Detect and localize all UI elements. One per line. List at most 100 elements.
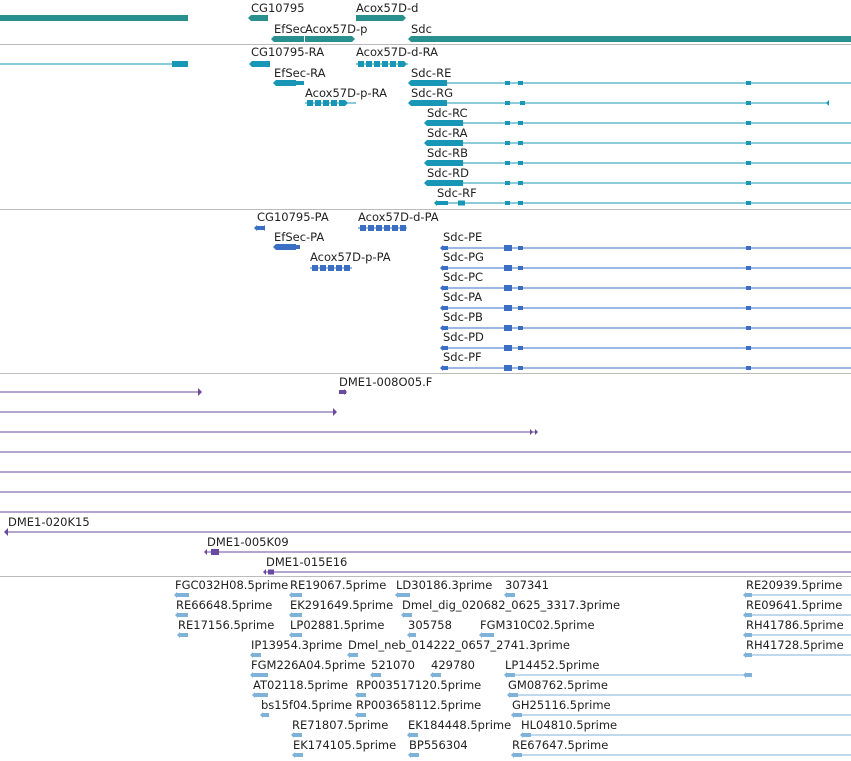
exon-block[interactable] xyxy=(746,101,751,105)
exon-block[interactable] xyxy=(505,101,510,105)
clone-label[interactable]: DME1-015E16 xyxy=(266,555,348,569)
strand-arrow[interactable] xyxy=(355,712,358,718)
est-label[interactable]: EK174105.5prime xyxy=(293,738,397,752)
est-feature[interactable] xyxy=(292,633,302,637)
exon-block[interactable] xyxy=(276,80,296,86)
protein-label[interactable]: Sdc-PC xyxy=(443,270,484,284)
est-label[interactable]: RE67647.5prime xyxy=(512,738,609,752)
est-feature[interactable] xyxy=(295,753,303,757)
strand-arrow[interactable] xyxy=(271,36,274,42)
strand-arrow[interactable] xyxy=(260,712,263,718)
est-label[interactable]: AT02118.5prime xyxy=(253,678,349,692)
strand-arrow[interactable] xyxy=(440,265,443,271)
exon-block[interactable] xyxy=(398,61,404,67)
protein-label[interactable]: Sdc-PE xyxy=(443,230,483,244)
strand-arrow[interactable] xyxy=(175,612,178,618)
est-feature[interactable] xyxy=(294,733,302,737)
strand-arrow[interactable] xyxy=(504,592,507,598)
est-feature[interactable] xyxy=(358,693,366,697)
est-label[interactable]: RE71807.5prime xyxy=(292,718,389,732)
exon-block[interactable] xyxy=(504,325,512,331)
transcript-label[interactable]: Sdc-RF xyxy=(437,186,477,200)
est-label[interactable]: Dmel_neb_014222_0657_2741.3prime xyxy=(348,638,570,652)
est-feature[interactable] xyxy=(292,593,302,597)
gene-feature[interactable] xyxy=(274,36,304,42)
exon-block[interactable] xyxy=(746,326,751,330)
exon-block[interactable] xyxy=(746,306,751,310)
strand-arrow[interactable] xyxy=(507,692,510,698)
clone-label[interactable]: DME1-008O05.F xyxy=(339,375,433,389)
exon-block[interactable] xyxy=(505,201,510,205)
transcript-label[interactable]: Sdc-RD xyxy=(427,166,469,180)
exon-block[interactable] xyxy=(746,286,751,290)
exon-block[interactable] xyxy=(518,306,523,310)
strand-arrow[interactable] xyxy=(520,732,523,738)
exon-block[interactable] xyxy=(746,366,751,370)
protein-label[interactable]: Sdc-PG xyxy=(443,250,484,264)
exon-block[interactable] xyxy=(518,81,523,85)
strand-arrow[interactable] xyxy=(204,549,207,555)
exon-block[interactable] xyxy=(252,61,270,67)
strand-arrow[interactable] xyxy=(424,160,427,166)
strand-arrow[interactable] xyxy=(511,712,514,718)
est-label[interactable]: RE20939.5prime xyxy=(746,578,843,592)
exon-block[interactable] xyxy=(504,265,512,271)
est-feature[interactable] xyxy=(253,673,268,677)
exon-block[interactable] xyxy=(268,569,274,575)
exon-block[interactable] xyxy=(374,61,380,67)
strand-arrow[interactable] xyxy=(248,15,251,21)
est-feature[interactable] xyxy=(410,733,418,737)
exon-block[interactable] xyxy=(390,61,396,67)
exon-block[interactable] xyxy=(504,365,512,371)
strand-arrow[interactable] xyxy=(424,180,427,186)
strand-arrow[interactable] xyxy=(289,632,292,638)
est-label[interactable]: EK184448.5prime xyxy=(408,718,512,732)
exon-block[interactable] xyxy=(518,161,523,165)
protein-label[interactable]: Sdc-PA xyxy=(443,290,483,304)
exon-block[interactable] xyxy=(336,265,342,271)
exon-block[interactable] xyxy=(296,245,300,249)
est-label[interactable]: LD30186.3prime xyxy=(396,578,493,592)
exon-block[interactable] xyxy=(504,245,512,251)
exon-block[interactable] xyxy=(518,286,523,290)
exon-block[interactable] xyxy=(746,346,751,350)
exon-block[interactable] xyxy=(331,100,337,106)
exon-block[interactable] xyxy=(328,265,334,271)
clone-label[interactable]: DME1-005K09 xyxy=(207,535,289,549)
transcript-label[interactable]: CG10795-RA xyxy=(251,45,325,59)
strand-arrow[interactable] xyxy=(408,36,411,42)
est-feature[interactable] xyxy=(180,633,188,637)
gene-feature[interactable] xyxy=(411,36,851,42)
strand-arrow[interactable] xyxy=(440,305,443,311)
strand-arrow[interactable] xyxy=(440,285,443,291)
strand-arrow[interactable] xyxy=(430,672,433,678)
exon-block[interactable] xyxy=(518,201,523,205)
exon-block[interactable] xyxy=(339,390,346,394)
strand-arrow[interactable] xyxy=(355,692,358,698)
gene-feature[interactable] xyxy=(0,15,188,21)
strand-arrow[interactable] xyxy=(292,752,295,758)
est-feature[interactable] xyxy=(482,633,494,637)
exon-block[interactable] xyxy=(518,141,523,145)
est-feature[interactable] xyxy=(433,673,441,677)
est-label[interactable]: EK291649.5prime xyxy=(290,598,394,612)
gene-label[interactable]: Acox57D-p xyxy=(305,22,368,36)
est-label[interactable]: 307341 xyxy=(505,578,549,592)
exon-block[interactable] xyxy=(323,100,329,106)
exon-block[interactable] xyxy=(443,306,448,310)
est-label[interactable]: Dmel_dig_020682_0625_3317.3prime xyxy=(402,598,621,612)
strand-arrow[interactable] xyxy=(535,429,538,435)
protein-label[interactable]: Sdc-PB xyxy=(443,310,483,324)
transcript-label[interactable]: Sdc-RE xyxy=(411,66,452,80)
exon-block[interactable] xyxy=(276,244,296,250)
strand-arrow[interactable] xyxy=(408,80,411,86)
strand-arrow[interactable] xyxy=(177,632,180,638)
gene-label[interactable]: Acox57D-d xyxy=(356,1,419,15)
est-feature[interactable] xyxy=(411,753,419,757)
est-feature[interactable] xyxy=(410,633,416,637)
est-label[interactable]: FGM310C02.5prime xyxy=(480,618,595,632)
strand-arrow[interactable] xyxy=(743,592,746,598)
exon-block[interactable] xyxy=(746,266,751,270)
exon-block[interactable] xyxy=(307,100,313,106)
strand-arrow[interactable] xyxy=(743,652,746,658)
